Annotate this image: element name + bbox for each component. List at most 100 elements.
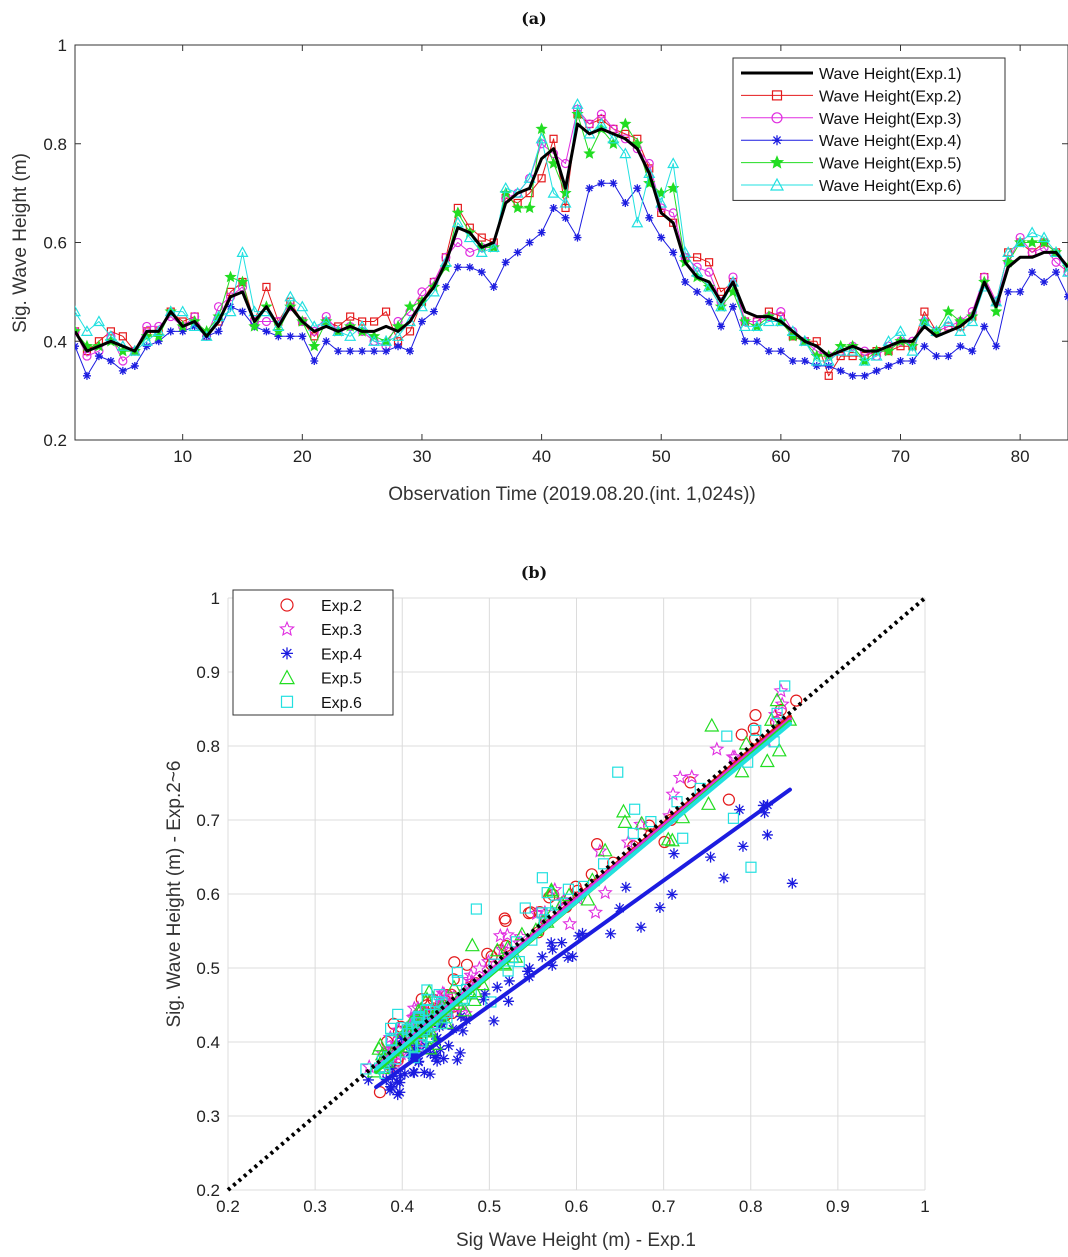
scatter-point: [761, 829, 773, 841]
scatter-point: [371, 1040, 387, 1055]
y-tick-label: 0.4: [43, 332, 67, 351]
scatter-point: [747, 722, 760, 735]
data-point: [729, 302, 738, 311]
scatter-point: [396, 1032, 408, 1044]
data-point: [824, 361, 833, 370]
fit-line-Exp.4: [374, 787, 792, 1090]
data-point: [392, 330, 405, 341]
y-tick-label: 0.5: [196, 959, 220, 978]
data-point: [262, 282, 271, 292]
data-point: [451, 206, 464, 219]
scatter-point: [590, 838, 604, 851]
data-point: [298, 332, 307, 341]
scatter-point: [503, 975, 515, 987]
scatter-point: [396, 1022, 408, 1034]
scatter-point: [451, 1054, 463, 1066]
scatter-point: [418, 1066, 430, 1078]
scatter-point: [750, 724, 762, 737]
scatter-point: [431, 1055, 443, 1067]
legend-box: [232, 589, 394, 716]
legend-marker: [769, 155, 785, 169]
scatter-point: [513, 955, 525, 968]
data-point: [954, 325, 967, 336]
data-point: [523, 201, 536, 214]
x-tick-label: 1: [920, 1197, 929, 1216]
data-point: [1014, 236, 1027, 248]
data-point: [224, 305, 237, 317]
y-axis-label: Sig. Wave Height (m) - Exp.2~6: [164, 761, 185, 1028]
data-point: [704, 258, 714, 267]
scatter-point: [407, 1048, 419, 1060]
scatter-point: [435, 985, 451, 1000]
scatter-point: [433, 988, 445, 1001]
data-point: [261, 316, 272, 327]
scatter-point: [664, 832, 680, 847]
scatter-point: [634, 815, 650, 830]
scatter-point: [645, 815, 657, 828]
data-point: [164, 305, 177, 317]
data-point: [547, 186, 560, 198]
x-tick-label: 60: [771, 447, 790, 466]
scatter-point: [666, 888, 678, 900]
data-point: [1040, 278, 1049, 286]
scatter-point: [562, 951, 574, 963]
x-tick-label: 0.9: [826, 1197, 850, 1216]
y-tick-label: 0.7: [196, 811, 220, 830]
legend-label: Wave Height(Exp.5): [819, 156, 962, 173]
legend-label: Wave Height(Exp.2): [819, 88, 962, 105]
scatter-point: [734, 763, 750, 778]
legend-label: Wave Height(Exp.6): [819, 178, 962, 195]
scatter-point: [718, 872, 730, 884]
data-point: [248, 320, 261, 332]
legend-marker: [281, 647, 293, 660]
x-tick-label: 40: [532, 447, 551, 466]
scatter-point: [725, 749, 741, 764]
scatter-point: [471, 960, 487, 975]
y-tick-label: 0.6: [196, 885, 220, 904]
scatter-point: [395, 1070, 407, 1082]
x-tick-label: 0.3: [303, 1197, 327, 1216]
scatter-point: [438, 1053, 450, 1065]
data-point: [501, 258, 510, 267]
data-point: [619, 147, 632, 159]
data-point: [236, 246, 249, 257]
scatter-point: [409, 1044, 421, 1056]
data-point: [310, 357, 319, 365]
data-point: [441, 282, 450, 291]
data-point: [274, 332, 283, 341]
scatter-point: [401, 1024, 413, 1036]
data-point: [846, 344, 859, 356]
data-point: [705, 297, 714, 306]
data-point: [513, 248, 522, 257]
data-point: [535, 122, 548, 135]
data-point: [537, 174, 546, 183]
data-point: [344, 330, 357, 341]
scatter-point: [524, 962, 536, 974]
scatter-point: [545, 937, 557, 949]
scatter-point: [779, 680, 791, 692]
data-point: [525, 238, 534, 247]
x-axis-label: Sig Wave Height (m) - Exp.1: [456, 1230, 696, 1251]
data-point: [286, 332, 295, 341]
data-point: [453, 263, 462, 272]
data-point: [908, 357, 917, 365]
data-point: [200, 330, 213, 341]
fit-line-Exp.6: [374, 721, 792, 1071]
panel-a-plot: [75, 98, 1068, 380]
scatter-point: [700, 796, 717, 810]
scatter-point: [386, 1062, 398, 1074]
data-point: [394, 342, 403, 351]
data-point: [368, 335, 381, 346]
data-point: [559, 196, 572, 208]
x-tick-label: 30: [412, 447, 431, 466]
legend-label: Exp.4: [321, 646, 362, 663]
scatter-point: [773, 683, 789, 698]
scatter-point: [447, 1023, 459, 1035]
data-point: [224, 270, 237, 283]
legend-marker: [769, 177, 785, 191]
legend-marker: [280, 598, 294, 612]
data-point: [669, 248, 678, 257]
data-point: [884, 361, 893, 370]
scatter-point: [635, 921, 647, 933]
